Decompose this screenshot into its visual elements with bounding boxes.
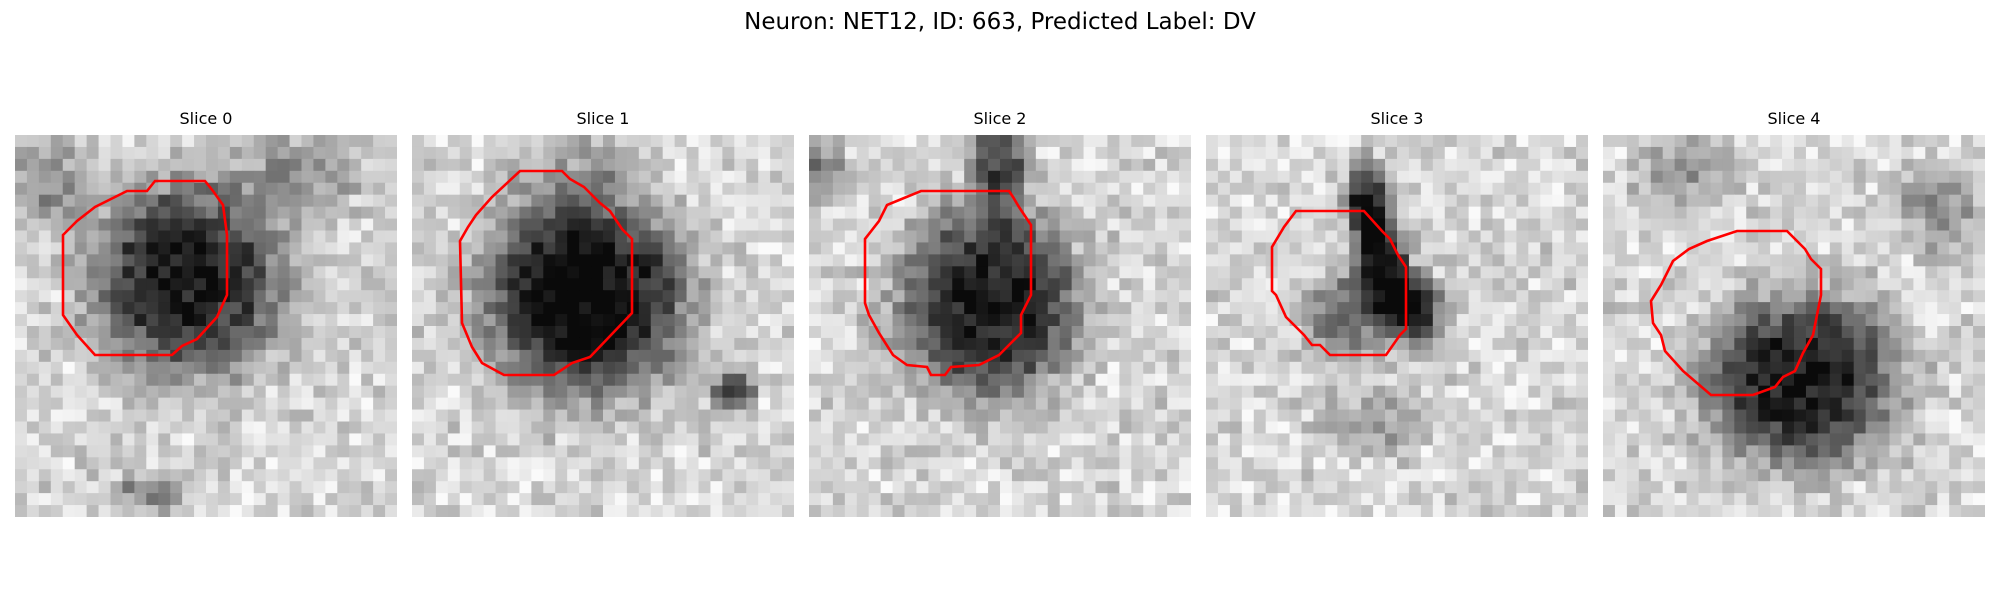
figure-title: Neuron: NET12, ID: 663, Predicted Label:… <box>744 9 1256 35</box>
slice-3-title: Slice 3 <box>1370 109 1424 128</box>
slice-4-image <box>1603 135 1985 517</box>
slice-1-title: Slice 1 <box>576 109 630 128</box>
slice-4-contour <box>1649 229 1823 397</box>
slice-4-title: Slice 4 <box>1767 109 1821 128</box>
slice-3-image <box>1206 135 1588 517</box>
slice-0-contour <box>61 179 229 357</box>
slice-1-image <box>412 135 794 517</box>
slice-3-contour <box>1270 209 1408 357</box>
slice-2-image <box>809 135 1191 517</box>
slice-0-image <box>15 135 397 517</box>
slice-2-title: Slice 2 <box>973 109 1027 128</box>
slice-0-title: Slice 0 <box>179 109 233 128</box>
slice-1-contour <box>458 169 634 377</box>
slice-2-contour <box>863 189 1033 377</box>
